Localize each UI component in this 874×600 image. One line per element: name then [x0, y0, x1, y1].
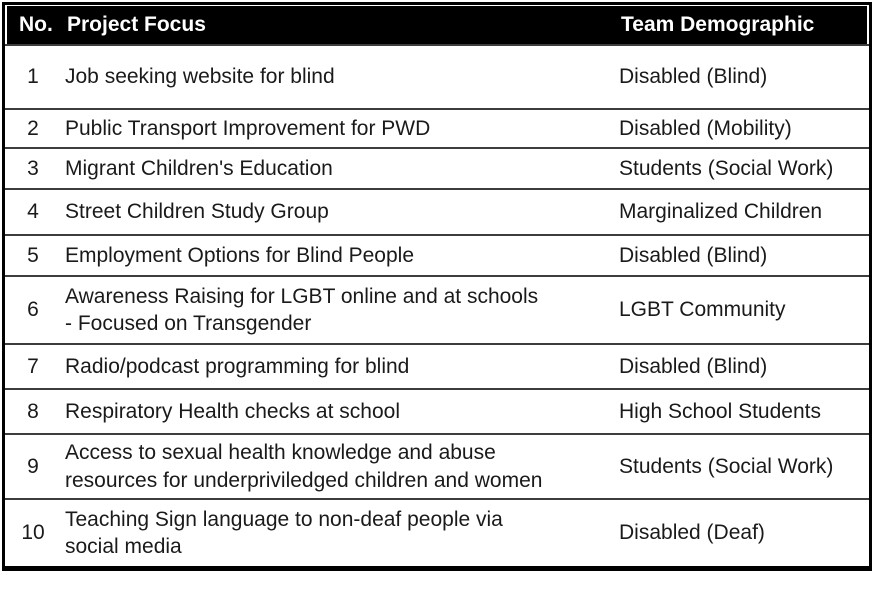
row-number: 5 [27, 243, 39, 267]
table-row: 6 Awareness Raising for LGBT online and … [5, 275, 869, 343]
header-no: No. [19, 13, 53, 36]
header-project-focus: Project Focus [67, 13, 206, 36]
header-team-demographic: Team Demographic [621, 13, 815, 36]
project-focus: Street Children Study Group [65, 200, 329, 224]
project-focus: Public Transport Improvement for PWD [65, 116, 431, 140]
project-focus: Teaching Sign language to non-deaf peopl… [65, 507, 503, 558]
table-row: 1 Job seeking website for blind Disabled… [5, 44, 869, 108]
table-row: 5 Employment Options for Blind People Di… [5, 234, 869, 275]
row-number: 7 [27, 354, 39, 378]
team-demographic: Disabled (Blind) [619, 243, 768, 267]
team-demographic: Disabled (Mobility) [619, 116, 792, 140]
team-demographic: Marginalized Children [619, 200, 823, 224]
project-focus: Migrant Children's Education [65, 156, 333, 180]
projects-table: No. Project Focus Team Demographic 1 Job… [2, 2, 872, 571]
table-row: 3 Migrant Children's Education Students … [5, 147, 869, 188]
team-demographic: Disabled (Blind) [619, 65, 768, 89]
team-demographic: Students (Social Work) [619, 156, 834, 180]
project-focus: Awareness Raising for LGBT online and at… [65, 284, 539, 335]
team-demographic: Disabled (Blind) [619, 354, 768, 378]
row-number: 3 [27, 156, 39, 180]
team-demographic: LGBT Community [619, 298, 786, 322]
table-header-row: No. Project Focus Team Demographic [7, 6, 867, 44]
project-focus: Radio/podcast programming for blind [65, 354, 410, 378]
team-demographic: Disabled (Deaf) [619, 521, 765, 545]
table-row: 8 Respiratory Health checks at school Hi… [5, 388, 869, 433]
project-focus: Access to sexual health knowledge and ab… [65, 441, 543, 492]
table-row: 9 Access to sexual health knowledge and … [5, 433, 869, 498]
row-number: 1 [27, 65, 39, 89]
row-number: 6 [27, 298, 39, 322]
team-demographic: High School Students [619, 399, 821, 423]
table-row: 10 Teaching Sign language to non-deaf pe… [5, 498, 869, 566]
row-number: 4 [27, 200, 39, 224]
project-focus: Employment Options for Blind People [65, 243, 415, 267]
table-row: 2 Public Transport Improvement for PWD D… [5, 108, 869, 147]
table-row: 4 Street Children Study Group Marginaliz… [5, 188, 869, 234]
project-focus: Job seeking website for blind [65, 65, 335, 89]
table-row: 7 Radio/podcast programming for blind Di… [5, 343, 869, 388]
row-number: 8 [27, 399, 39, 423]
project-focus: Respiratory Health checks at school [65, 399, 400, 423]
team-demographic: Students (Social Work) [619, 454, 834, 478]
row-number: 10 [21, 521, 45, 545]
row-number: 2 [27, 116, 39, 140]
row-number: 9 [27, 454, 39, 478]
